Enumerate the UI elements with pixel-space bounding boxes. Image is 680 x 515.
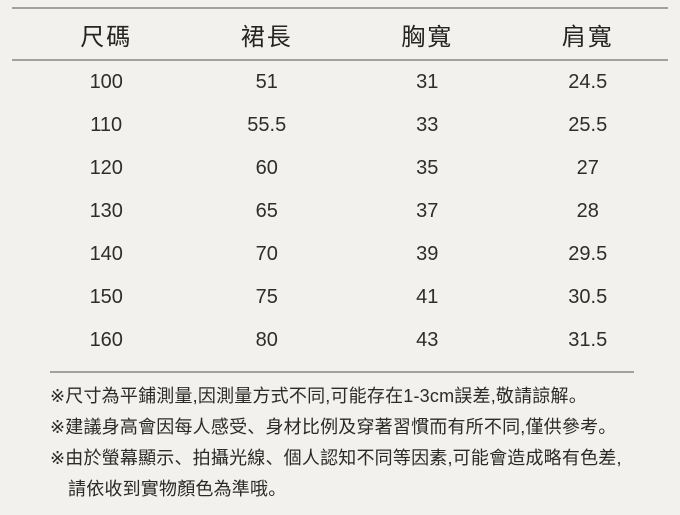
cell-chest-width: 33 bbox=[416, 114, 439, 136]
cell-size: 150 bbox=[89, 286, 123, 308]
table-row: 150 75 41 30.5 bbox=[12, 276, 668, 319]
cell-chest-width: 35 bbox=[416, 157, 439, 179]
cell-size: 140 bbox=[89, 243, 123, 265]
cell-skirt-length: 65 bbox=[255, 200, 278, 222]
table-row: 110 55.5 33 25.5 bbox=[12, 104, 668, 147]
column-header-skirt-length: 裙長 bbox=[240, 23, 293, 51]
cell-skirt-length: 80 bbox=[255, 329, 278, 351]
column-header-size: 尺碼 bbox=[80, 23, 133, 51]
cell-shoulder-width: 31.5 bbox=[568, 329, 608, 351]
cell-chest-width: 43 bbox=[416, 329, 439, 351]
table-row: 140 70 39 29.5 bbox=[12, 233, 668, 276]
table-row: 130 65 37 28 bbox=[12, 190, 668, 233]
table-row: 120 60 35 27 bbox=[12, 147, 668, 190]
cell-size: 120 bbox=[89, 157, 123, 179]
cell-size: 160 bbox=[89, 329, 123, 351]
cell-shoulder-width: 25.5 bbox=[568, 114, 608, 136]
cell-skirt-length: 60 bbox=[255, 157, 278, 179]
cell-skirt-length: 70 bbox=[255, 243, 278, 265]
column-header-chest-width: 胸寬 bbox=[401, 23, 454, 51]
cell-shoulder-width: 29.5 bbox=[568, 243, 608, 265]
cell-size: 130 bbox=[89, 200, 123, 222]
cell-chest-width: 31 bbox=[416, 71, 439, 93]
cell-chest-width: 37 bbox=[416, 200, 439, 222]
size-chart-page: 尺碼 裙長 胸寬 肩寬 100 51 31 24.5 110 55.5 33 2… bbox=[0, 7, 680, 515]
cell-shoulder-width: 28 bbox=[576, 200, 599, 222]
column-header-shoulder-width: 肩寬 bbox=[561, 23, 614, 51]
cell-shoulder-width: 24.5 bbox=[568, 71, 608, 93]
cell-skirt-length: 51 bbox=[255, 71, 278, 93]
cell-size: 100 bbox=[89, 71, 123, 93]
cell-chest-width: 41 bbox=[416, 286, 439, 308]
table-row: 100 51 31 24.5 bbox=[12, 61, 668, 104]
note-height-recommendation: ※建議身高會因每人感受、身材比例及穿著習慣而有所不同,僅供參考。 bbox=[50, 417, 617, 437]
table-row: 160 80 43 31.5 bbox=[12, 319, 668, 362]
note-color-difference: ※由於螢幕顯示、拍攝光線、個人認知不同等因素,可能會造成略有色差,請依收到實物顏… bbox=[50, 448, 622, 499]
cell-skirt-length: 55.5 bbox=[247, 114, 287, 136]
cell-shoulder-width: 27 bbox=[576, 157, 599, 179]
note-measurement-tolerance: ※尺寸為平鋪測量,因測量方式不同,可能存在1-3cm誤差,敬請諒解。 bbox=[50, 386, 587, 406]
cell-shoulder-width: 30.5 bbox=[568, 286, 608, 308]
table-header-row: 尺碼 裙長 胸寬 肩寬 bbox=[12, 9, 668, 61]
cell-size: 110 bbox=[90, 114, 123, 136]
measurement-notes: ※尺寸為平鋪測量,因測量方式不同,可能存在1-3cm誤差,敬請諒解。 ※建議身高… bbox=[50, 371, 634, 505]
cell-skirt-length: 75 bbox=[255, 286, 278, 308]
cell-chest-width: 39 bbox=[416, 243, 439, 265]
size-chart-table: 尺碼 裙長 胸寬 肩寬 100 51 31 24.5 110 55.5 33 2… bbox=[12, 7, 668, 362]
